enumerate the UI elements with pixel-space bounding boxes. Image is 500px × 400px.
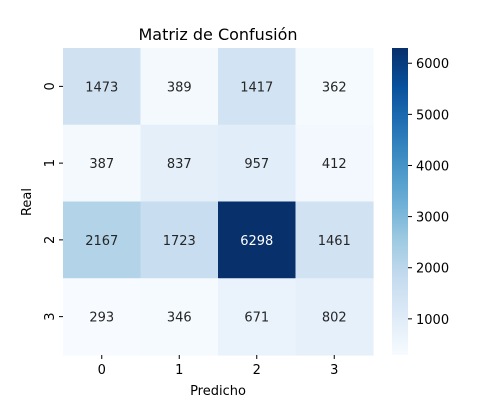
colorbar-tick-label-2000: 2000 [416, 262, 449, 277]
colorbar-tick-label-5000: 5000 [416, 108, 449, 123]
cell-value-label-3-3: 802 [322, 311, 347, 326]
colorbar-tick-label-3000: 3000 [416, 211, 449, 226]
colorbar-tick-label-1000: 1000 [416, 313, 449, 328]
x-tick-label-3: 3 [330, 363, 338, 378]
y-tick-label-0: 0 [43, 82, 58, 90]
cell-value-label-0-1: 389 [167, 80, 192, 95]
cell-value-label-2-2: 6298 [240, 234, 273, 249]
cell-value-label-2-1: 1723 [163, 234, 196, 249]
cell-value-label-1-0: 387 [89, 157, 114, 172]
cell-value-label-1-1: 837 [167, 157, 192, 172]
cell-value-label-2-0: 2167 [85, 234, 118, 249]
cell-value-label-0-0: 1473 [85, 80, 118, 95]
chart-title: Matriz de Confusión [138, 25, 297, 44]
cell-value-label-0-3: 362 [322, 80, 347, 95]
y-axis-title: Real [20, 188, 35, 216]
x-tick-label-2: 2 [253, 363, 261, 378]
cell-value-label-1-3: 412 [322, 157, 347, 172]
y-tick-label-1: 1 [43, 159, 58, 167]
colorbar-tick-label-6000: 6000 [416, 57, 449, 72]
cell-value-label-2-3: 1461 [318, 234, 351, 249]
colorbar [392, 48, 408, 355]
cell-value-label-3-0: 293 [89, 311, 114, 326]
cell-value-label-0-2: 1417 [240, 80, 273, 95]
colorbar-tick-label-4000: 4000 [416, 159, 449, 174]
x-axis-title: Predicho [190, 384, 246, 399]
y-tick-label-2: 2 [43, 236, 58, 244]
y-tick-label-3: 3 [43, 312, 58, 320]
cell-value-label-3-1: 346 [167, 311, 192, 326]
cell-value-label-1-2: 957 [244, 157, 269, 172]
x-tick-label-0: 0 [98, 363, 106, 378]
heatmap-grid: 1473 389 1417 362 387 837 957 412 2167 1723 6298 14… [63, 48, 374, 356]
cell-value-label-3-2: 671 [244, 311, 269, 326]
x-tick-label-1: 1 [175, 363, 183, 378]
